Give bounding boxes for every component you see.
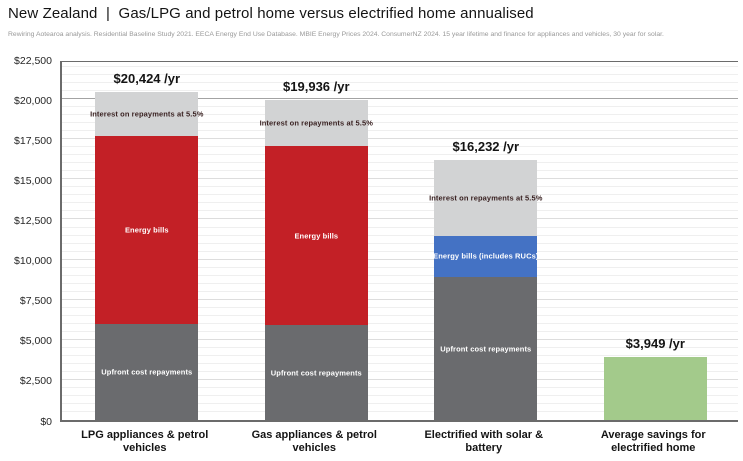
bar-total-label: $3,949 /yr [625, 335, 685, 351]
x-axis-label: Gas appliances & petrol vehicles [230, 429, 400, 455]
x-axis-label-line: Gas appliances & petrol [251, 429, 377, 441]
y-axis-label: $7,500 [19, 295, 52, 308]
bar-segment-average-savings [603, 356, 707, 420]
x-axis-label-line: vehicles [292, 442, 336, 454]
y-axis-label: $0 [40, 415, 52, 428]
bar-total-label: $20,424 /yr [113, 71, 181, 87]
bar-segment-label: Interest on repayments at 5.5% [259, 118, 374, 128]
chart-title: New Zealand | Gas/LPG and petrol home ve… [8, 5, 534, 22]
bar-segment-upfront-cost-repayments: Upfront cost repayments [95, 323, 199, 420]
y-axis-label: $10,000 [14, 255, 52, 268]
x-axis-label-line: electrified home [611, 442, 696, 454]
bar-segment-label: Energy bills (includes RUCs) [433, 251, 539, 261]
x-axis-label: Electrified with solar & battery [399, 429, 569, 455]
gridline [62, 66, 738, 67]
bar-segment-label: Upfront cost repayments [101, 367, 193, 377]
bar-segment-interest-on-repayments-at-5-5-: Interest on repayments at 5.5% [260, 100, 373, 147]
x-axis-label-line: Average savings for [600, 429, 706, 441]
y-axis-label: $17,500 [14, 134, 52, 147]
y-axis-label: $5,000 [19, 335, 52, 348]
bar-segment-energy-bills: Energy bills [264, 146, 368, 326]
y-axis-label: $15,000 [14, 174, 52, 187]
y-axis-label: $22,500 [14, 54, 52, 67]
bar-segment-label: Interest on repayments at 5.5% [90, 109, 204, 119]
bar-segment-label: Upfront cost repayments [270, 368, 362, 378]
bar-segment-interest-on-repayments-at-5-5-: Interest on repayments at 5.5% [90, 92, 203, 136]
bar-segment-label: Interest on repayments at 5.5% [429, 193, 543, 203]
chart-subtitle: Rewiring Aotearoa analysis. Residential … [8, 31, 664, 38]
y-axis-label: $12,500 [14, 214, 52, 227]
bar-segment-interest-on-repayments-at-5-5-: Interest on repayments at 5.5% [429, 159, 542, 236]
bar-segment-label: Energy bills [124, 225, 169, 235]
x-axis-label: Average savings for electrified home [569, 429, 739, 455]
gridline [62, 90, 738, 92]
x-axis-label-line: battery [465, 442, 503, 454]
bar-segment-energy-bills: Energy bills [95, 136, 199, 324]
bar-total-label: $16,232 /yr [452, 138, 520, 154]
bar-total-label: $19,936 /yr [283, 79, 350, 95]
y-axis-label: $20,000 [14, 94, 52, 107]
bar-segment-label: Upfront cost repayments [440, 344, 532, 354]
x-axis-label-line: vehicles [123, 442, 167, 454]
bar-segment-energy-bills-includes-rucs-: Energy bills (includes RUCs) [433, 235, 539, 278]
y-axis-label: $2,500 [19, 375, 52, 388]
x-axis-label: LPG appliances & petrol vehicles [60, 429, 230, 455]
bar-segment-upfront-cost-repayments: Upfront cost repayments [434, 277, 538, 420]
x-axis-label-line: Electrified with solar & [424, 429, 544, 441]
x-axis-label-line: LPG appliances & petrol [81, 429, 209, 441]
bar-segment-upfront-cost-repayments: Upfront cost repayments [264, 325, 368, 420]
plot-area: Upfront cost repayments Energy bills Inter… [60, 61, 738, 422]
bar-segment-label: Energy bills [294, 231, 339, 241]
